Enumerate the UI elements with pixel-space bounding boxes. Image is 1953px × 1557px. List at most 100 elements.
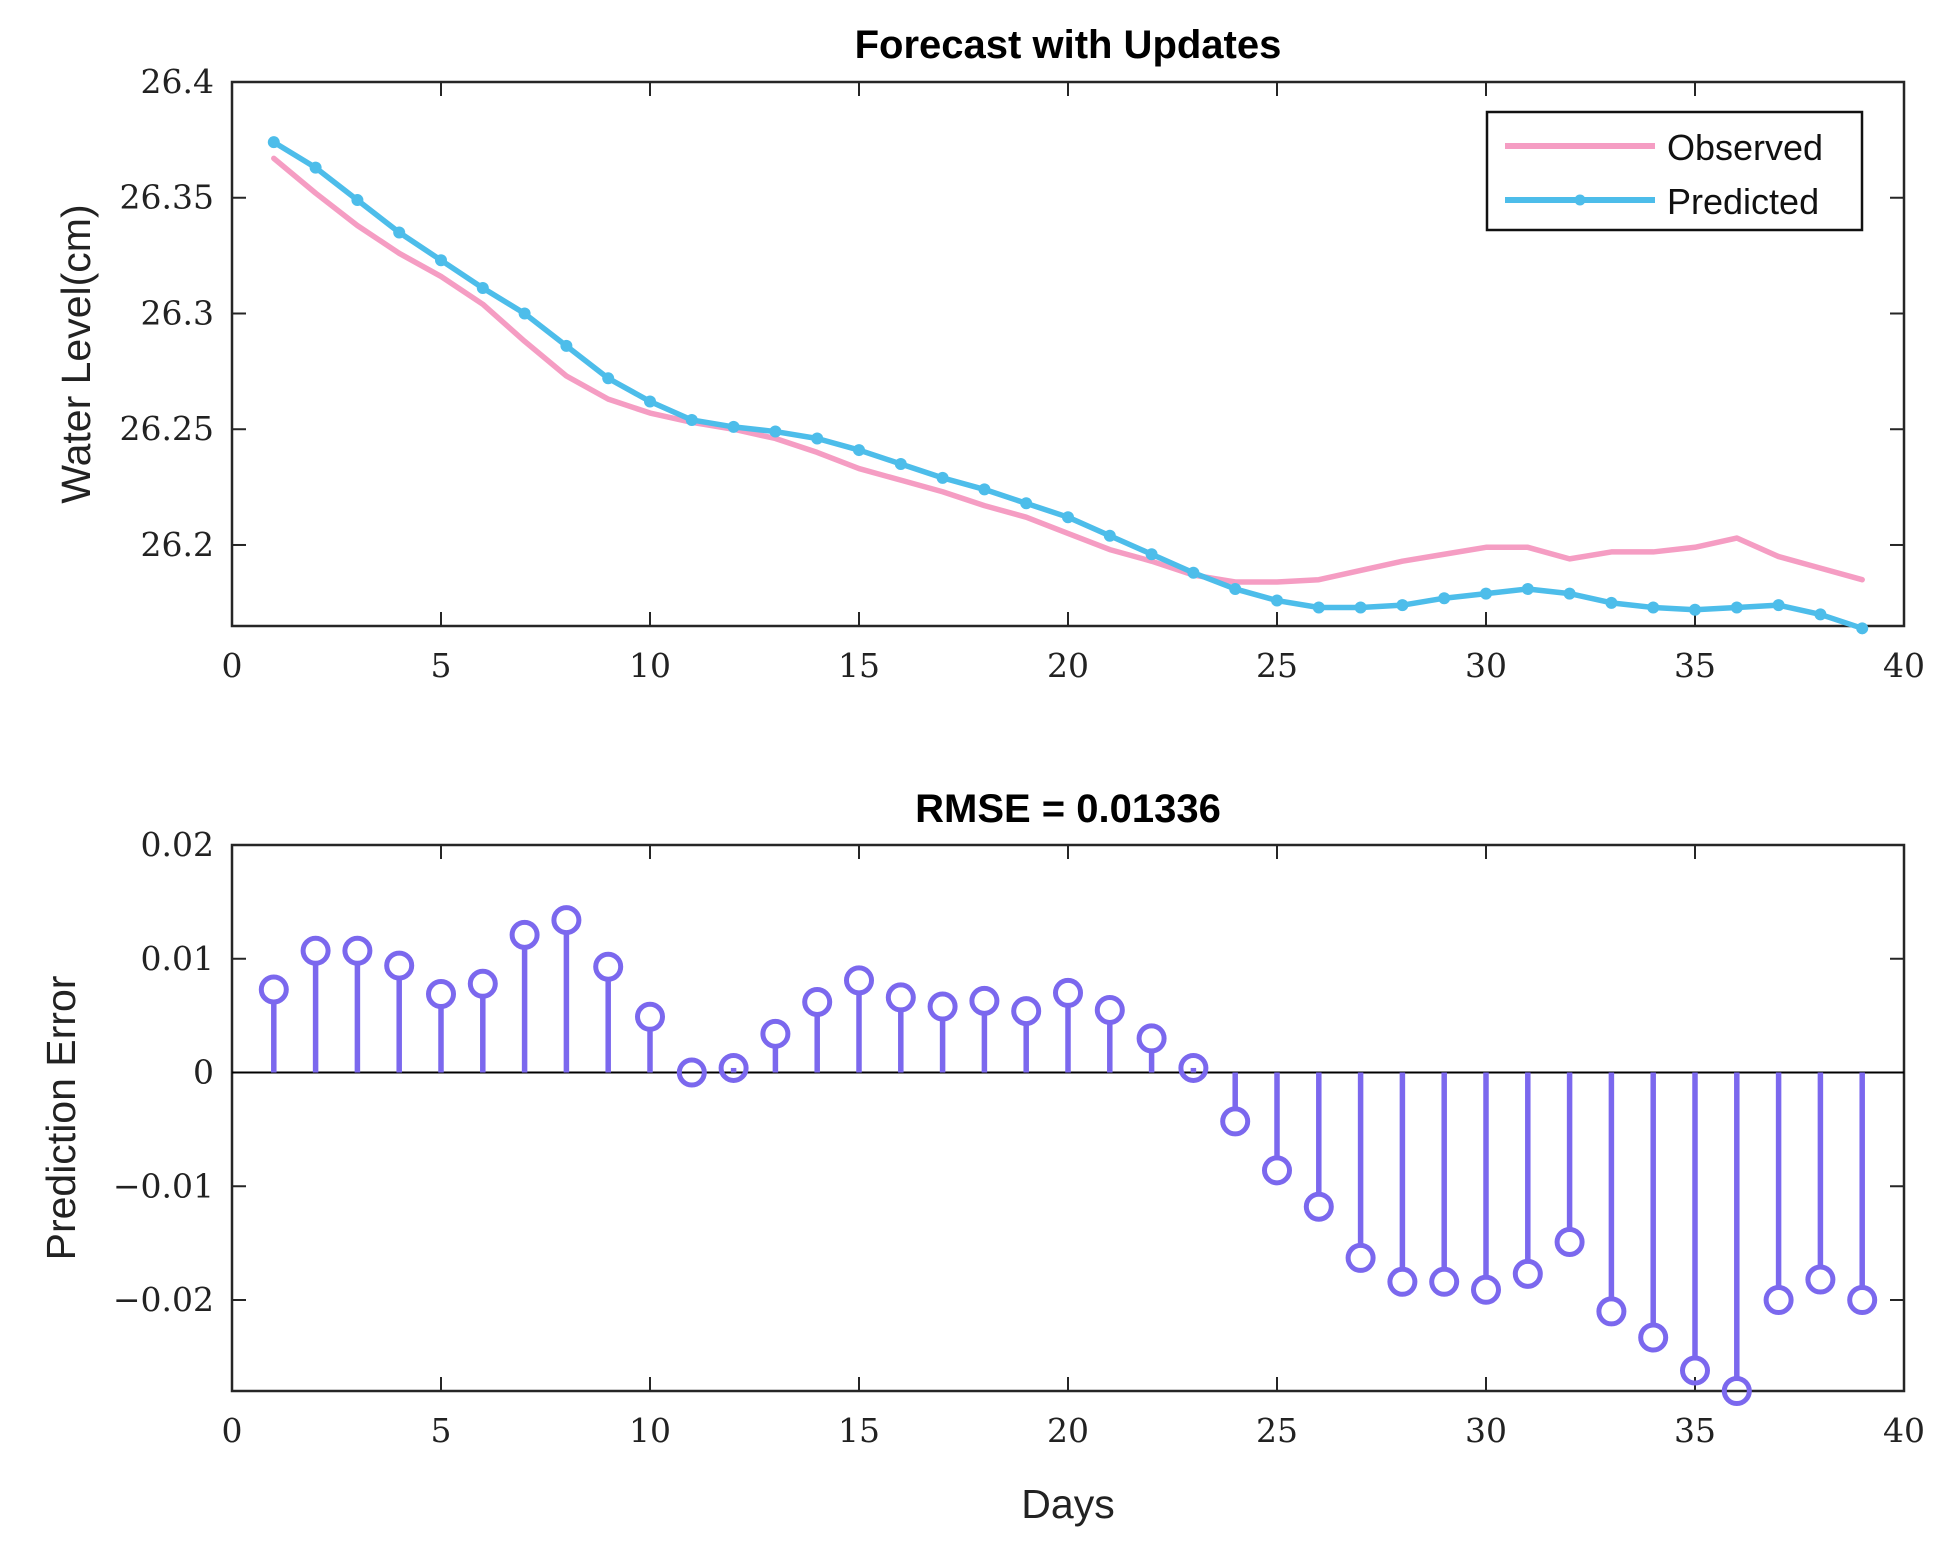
error-marker [1429, 1266, 1460, 1297]
predicted-point [267, 136, 280, 149]
legend-predicted-marker [1574, 194, 1586, 206]
forecast-y-tick-label: 26.25 [120, 409, 214, 448]
error-y-tick-label: 0 [193, 1053, 214, 1092]
error-x-tick-label: 30 [1465, 1411, 1507, 1450]
predicted-point [476, 282, 489, 295]
error-marker [885, 982, 916, 1013]
predicted-point [1856, 622, 1869, 635]
error-marker [467, 968, 498, 999]
legend-observed-label: Observed [1667, 127, 1823, 168]
error-marker [1638, 1322, 1669, 1353]
error-series [232, 905, 1904, 1406]
x-axis-label: Days [1021, 1481, 1114, 1527]
forecast-x-tick-label: 25 [1256, 646, 1298, 685]
predicted-point [1187, 566, 1200, 579]
legend-box [1485, 110, 1864, 232]
predicted-point [393, 226, 406, 239]
error-marker [1387, 1266, 1418, 1297]
error-marker [1094, 994, 1125, 1025]
error-marker [1262, 1155, 1292, 1186]
error-marker [1596, 1296, 1627, 1327]
predicted-point [309, 161, 322, 174]
forecast-y-tick-label: 26.2 [141, 525, 214, 564]
error-marker [844, 965, 874, 996]
predicted-point [1062, 511, 1074, 524]
predicted-point [936, 471, 949, 484]
predicted-point [1689, 603, 1701, 616]
observed-line [271, 155, 1865, 585]
predicted-point [1229, 582, 1242, 595]
error-x-tick-label: 20 [1047, 1411, 1089, 1450]
error-marker [1053, 977, 1083, 1008]
predicted-point [1103, 529, 1116, 542]
predicted-point [727, 420, 740, 433]
error-marker [384, 950, 415, 981]
predicted-point [560, 339, 573, 352]
error-marker [1554, 1226, 1585, 1257]
error-x-tick-label: 35 [1674, 1411, 1716, 1450]
error-marker [1011, 996, 1042, 1027]
predicted-point [853, 444, 865, 457]
error-marker [258, 974, 289, 1005]
predicted-point [602, 372, 615, 385]
predicted-point [435, 254, 447, 267]
forecast-y-tick-label: 26.35 [120, 178, 214, 217]
error-marker [300, 935, 331, 966]
predicted-point [644, 395, 656, 408]
error-y-tick-label: 0.01 [141, 939, 214, 978]
error-marker [676, 1057, 707, 1088]
predicted-point [1271, 594, 1283, 607]
error-marker [1512, 1258, 1543, 1289]
predicted-point [978, 483, 991, 496]
error-marker [1763, 1285, 1794, 1315]
predicted-point [1563, 587, 1576, 600]
error-y-tick-label: −0.01 [113, 1166, 214, 1205]
predicted-point [1814, 608, 1827, 621]
error-x-tick-label: 5 [431, 1411, 452, 1450]
error-marker [718, 1052, 749, 1083]
error-marker [1136, 1023, 1167, 1054]
error-marker [1847, 1285, 1878, 1315]
predicted-point [351, 194, 364, 207]
forecast-x-tick-label: 0 [222, 646, 243, 685]
predicted-point [1647, 601, 1660, 614]
error-marker [1471, 1274, 1501, 1305]
predicted-point [1312, 601, 1325, 614]
error-marker [760, 1018, 791, 1049]
error-marker [426, 979, 456, 1010]
predicted-point [811, 432, 824, 445]
error-marker [927, 991, 958, 1022]
error-marker [1721, 1376, 1752, 1406]
error-marker [802, 986, 833, 1017]
forecast-series [267, 136, 1869, 635]
predicted-point [1480, 587, 1492, 600]
error-marker [1178, 1052, 1209, 1083]
forecast-x-tick-label: 30 [1465, 646, 1507, 685]
error-title: RMSE = 0.01336 [915, 787, 1221, 831]
predicted-point [1145, 548, 1158, 561]
error-marker [635, 1001, 665, 1032]
error-y-tick-label: 0.02 [141, 825, 214, 864]
forecast-x-tick-label: 35 [1674, 646, 1716, 685]
error-marker [509, 919, 540, 950]
predicted-point [1521, 582, 1534, 595]
forecast-y-tick-label: 26.4 [141, 62, 214, 101]
predicted-point [1605, 596, 1618, 609]
forecast-x-tick-label: 15 [838, 646, 880, 685]
predicted-point [518, 307, 531, 320]
error-marker [551, 905, 582, 936]
error-marker [1303, 1191, 1334, 1222]
error-x-tick-label: 15 [838, 1411, 880, 1450]
forecast-x-tick-label: 10 [629, 646, 671, 685]
predicted-point [1438, 592, 1451, 605]
error-marker [1680, 1355, 1710, 1386]
error-marker [1805, 1264, 1836, 1295]
forecast-y-axis-label: Water Level(cm) [53, 204, 99, 503]
forecast-chart: 0 5 10 15 20 25 30 35 40 26.2 26.25 26.3 26.35 26.4 F… [53, 23, 1925, 685]
error-marker [342, 935, 373, 966]
error-marker [969, 985, 1000, 1016]
error-x-tick-label: 10 [629, 1411, 671, 1450]
error-chart: 0 5 10 15 20 25 30 35 40 −0.02 −0.01 0 0.01 0.02 RMSE… [38, 787, 1925, 1527]
error-marker [1345, 1242, 1376, 1273]
